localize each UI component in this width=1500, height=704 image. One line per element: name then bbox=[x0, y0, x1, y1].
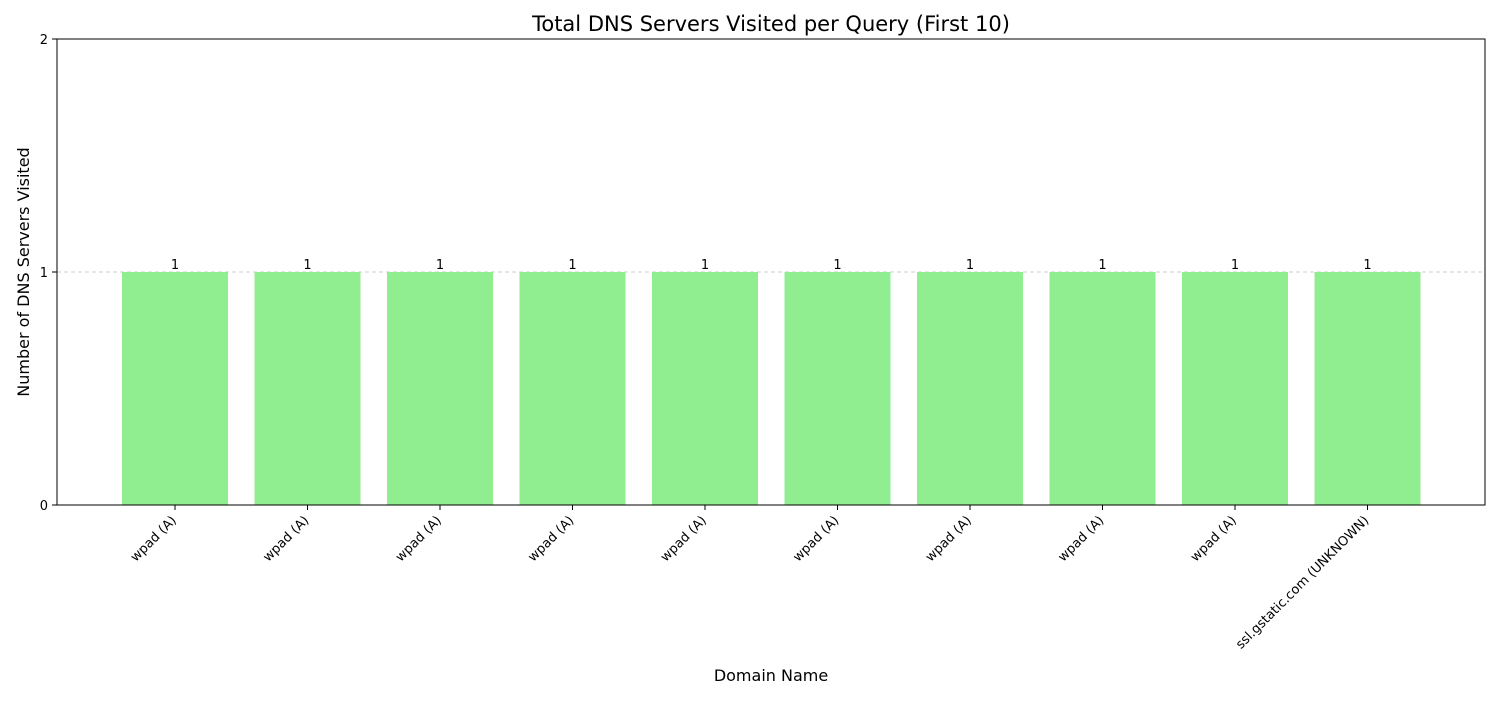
x-tick-label: wpad (A) bbox=[923, 513, 975, 565]
x-tick-label: wpad (A) bbox=[261, 513, 313, 565]
bar bbox=[652, 272, 758, 505]
bar bbox=[254, 272, 361, 505]
x-tick-label: wpad (A) bbox=[658, 513, 710, 565]
chart-title: Total DNS Servers Visited per Query (Fir… bbox=[531, 12, 1010, 36]
data-labels: 1 1 1 1 1 1 1 1 1 1 bbox=[171, 258, 1372, 273]
x-tick-label: wpad (A) bbox=[526, 513, 578, 565]
y-axis: 0 1 2 bbox=[40, 33, 57, 514]
bar bbox=[917, 272, 1023, 505]
bar-value-label: 1 bbox=[1098, 258, 1106, 273]
bar bbox=[519, 272, 626, 505]
bar-value-label: 1 bbox=[833, 258, 841, 273]
bar-value-label: 1 bbox=[171, 258, 179, 273]
bar-value-label: 1 bbox=[1231, 258, 1239, 273]
bar bbox=[1182, 272, 1288, 505]
bars bbox=[122, 272, 1421, 505]
bar bbox=[784, 272, 891, 505]
bar bbox=[122, 272, 228, 505]
x-tick-label: ssl.gstatic.com (UNKNOWN) bbox=[1233, 513, 1372, 652]
bar-value-label: 1 bbox=[436, 258, 444, 273]
x-tick-label: wpad (A) bbox=[1188, 513, 1240, 565]
bar-value-label: 1 bbox=[1363, 258, 1371, 273]
x-tick-label: wpad (A) bbox=[128, 513, 180, 565]
x-axis-label: Domain Name bbox=[714, 666, 828, 685]
bar-value-label: 1 bbox=[701, 258, 709, 273]
bar-value-label: 1 bbox=[568, 258, 576, 273]
bar bbox=[387, 272, 493, 505]
bar bbox=[1049, 272, 1156, 505]
x-axis: wpad (A) wpad (A) wpad (A) wpad (A) wpad (A)… bbox=[128, 505, 1372, 652]
bar-value-label: 1 bbox=[303, 258, 311, 273]
x-tick-label: wpad (A) bbox=[1056, 513, 1108, 565]
y-axis-label: Number of DNS Servers Visited bbox=[14, 147, 33, 396]
bar bbox=[1314, 272, 1421, 505]
bar-value-label: 1 bbox=[966, 258, 974, 273]
x-tick-label: wpad (A) bbox=[791, 513, 843, 565]
y-tick-label: 0 bbox=[40, 499, 48, 514]
y-tick-label: 1 bbox=[40, 266, 48, 281]
y-tick-label: 2 bbox=[40, 33, 48, 48]
x-tick-label: wpad (A) bbox=[393, 513, 445, 565]
